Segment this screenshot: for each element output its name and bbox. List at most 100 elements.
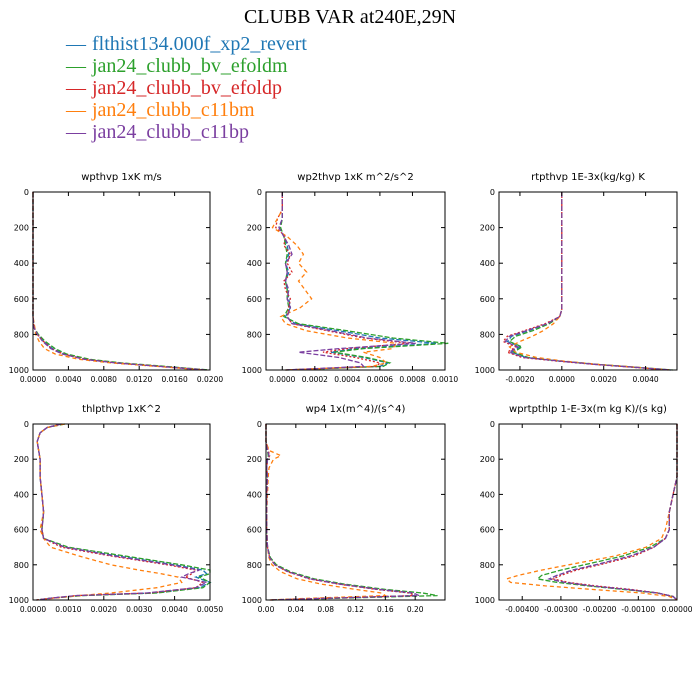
y-tick-label: 200	[247, 455, 262, 464]
x-tick-label: 0.0120	[126, 375, 152, 384]
x-tick-label: 0.0050	[197, 605, 223, 614]
x-tick-label: 0.0030	[126, 605, 152, 614]
y-tick-label: 1000	[242, 366, 262, 375]
x-tick-label: 0.0000	[20, 375, 46, 384]
plot-frame	[498, 191, 678, 371]
series-line-5	[36, 423, 209, 601]
legend-label-2: jan24_clubb_bv_efoldm	[92, 55, 288, 77]
y-tick-label: 800	[14, 561, 29, 570]
plot-frame	[32, 423, 211, 601]
series-line-4	[505, 424, 678, 601]
x-tick-label: -0.00100	[621, 605, 655, 614]
y-tick-label: 0	[490, 188, 495, 197]
y-tick-label: 200	[14, 224, 29, 233]
series-line-2	[36, 423, 212, 601]
y-tick-label: 0	[257, 188, 262, 197]
y-tick-label: 600	[14, 526, 29, 535]
y-tick-label: 400	[480, 490, 495, 499]
y-tick-label: 400	[247, 490, 262, 499]
x-tick-label: 0.0000	[269, 375, 295, 384]
legend-label-4: jan24_clubb_c11bm	[92, 99, 255, 121]
y-tick-label: 1000	[475, 596, 495, 605]
series-line-5	[547, 424, 678, 601]
x-tick-label: 0.16	[377, 605, 394, 614]
y-tick-label: 200	[14, 455, 29, 464]
series-line-1	[36, 423, 212, 601]
legend-line-2: —	[66, 55, 86, 77]
chart-title-5: wp4 1x(m^4)/(s^4)	[306, 404, 406, 415]
series-line-2	[265, 424, 438, 601]
series-line-3	[551, 424, 678, 601]
chart-panel-2: wp2thvp 1xK m^2/s^2 0 200 400 600 800 1000 0.00…	[242, 172, 459, 384]
x-tick-label: -0.00400	[505, 605, 539, 614]
series-line-2	[508, 192, 673, 371]
x-tick-label: -0.0020	[505, 375, 534, 384]
x-tick-label: 0.0004	[334, 375, 360, 384]
series-line-3	[32, 192, 207, 371]
x-tick-label: 0.04	[287, 605, 304, 614]
x-tick-label: 0.0040	[55, 375, 81, 384]
legend-label-3: jan24_clubb_bv_efoldp	[92, 77, 282, 99]
series-line-5	[32, 192, 206, 371]
legend-item-3: — jan24_clubb_bv_efoldp	[66, 77, 307, 99]
y-tick-label: 0	[24, 420, 29, 429]
legend-label-5: jan24_clubb_c11bp	[92, 121, 250, 143]
series-line-5	[504, 192, 671, 371]
chart-title-3: rtpthvp 1E-3x(kg/kg) K	[531, 172, 645, 183]
x-tick-label: 0.0000	[20, 605, 46, 614]
plot-frame	[498, 423, 678, 601]
y-tick-label: 800	[247, 561, 262, 570]
x-tick-label: 0.0000	[549, 375, 575, 384]
legend-line-5: —	[66, 121, 86, 143]
y-tick-label: 1000	[9, 366, 29, 375]
legend-item-4: — jan24_clubb_c11bm	[66, 99, 307, 121]
y-tick-label: 0	[490, 420, 495, 429]
x-tick-label: 0.0020	[591, 375, 617, 384]
series-line-5	[278, 192, 416, 371]
series-line-5	[265, 424, 420, 601]
series-line-1	[506, 192, 671, 371]
y-tick-label: 800	[480, 330, 495, 339]
series-line-4	[36, 423, 183, 601]
series-line-4	[265, 424, 388, 601]
series-line-3	[265, 424, 416, 601]
x-tick-label: 0.0020	[91, 605, 117, 614]
y-tick-label: 400	[247, 259, 262, 268]
chart-title-4: thlpthvp 1xK^2	[82, 404, 161, 415]
y-tick-label: 800	[480, 561, 495, 570]
y-tick-label: 800	[14, 330, 29, 339]
x-tick-label: 0.0006	[367, 375, 393, 384]
series-line-1	[265, 424, 418, 601]
y-tick-label: 600	[480, 295, 495, 304]
y-tick-label: 1000	[242, 596, 262, 605]
x-tick-label: 0.20	[407, 605, 424, 614]
series-line-1	[547, 424, 678, 601]
plot-frame	[32, 191, 211, 371]
series-line-3	[36, 423, 205, 601]
y-tick-label: 800	[247, 330, 262, 339]
y-tick-label: 200	[247, 224, 262, 233]
x-tick-label: 0.12	[347, 605, 364, 614]
y-tick-label: 600	[480, 526, 495, 535]
x-tick-label: 0.0080	[91, 375, 117, 384]
y-tick-label: 1000	[475, 366, 495, 375]
y-tick-label: 600	[247, 295, 262, 304]
y-tick-label: 200	[480, 224, 495, 233]
legend-line-3: —	[66, 77, 86, 99]
legend-line-1: —	[66, 33, 86, 55]
y-tick-label: 0	[257, 420, 262, 429]
series-line-2	[536, 424, 678, 601]
series-line-4	[271, 192, 398, 371]
y-tick-label: 0	[24, 188, 29, 197]
chart-panel-3: rtpthvp 1E-3x(kg/kg) K 0 200 400 600 800 1000 -…	[475, 172, 678, 384]
legend-item-5: — jan24_clubb_c11bp	[66, 121, 307, 143]
y-tick-label: 400	[480, 259, 495, 268]
series-line-4	[508, 192, 671, 371]
y-tick-label: 600	[247, 526, 262, 535]
x-tick-label: -0.00300	[544, 605, 578, 614]
x-tick-label: 0.0008	[399, 375, 425, 384]
